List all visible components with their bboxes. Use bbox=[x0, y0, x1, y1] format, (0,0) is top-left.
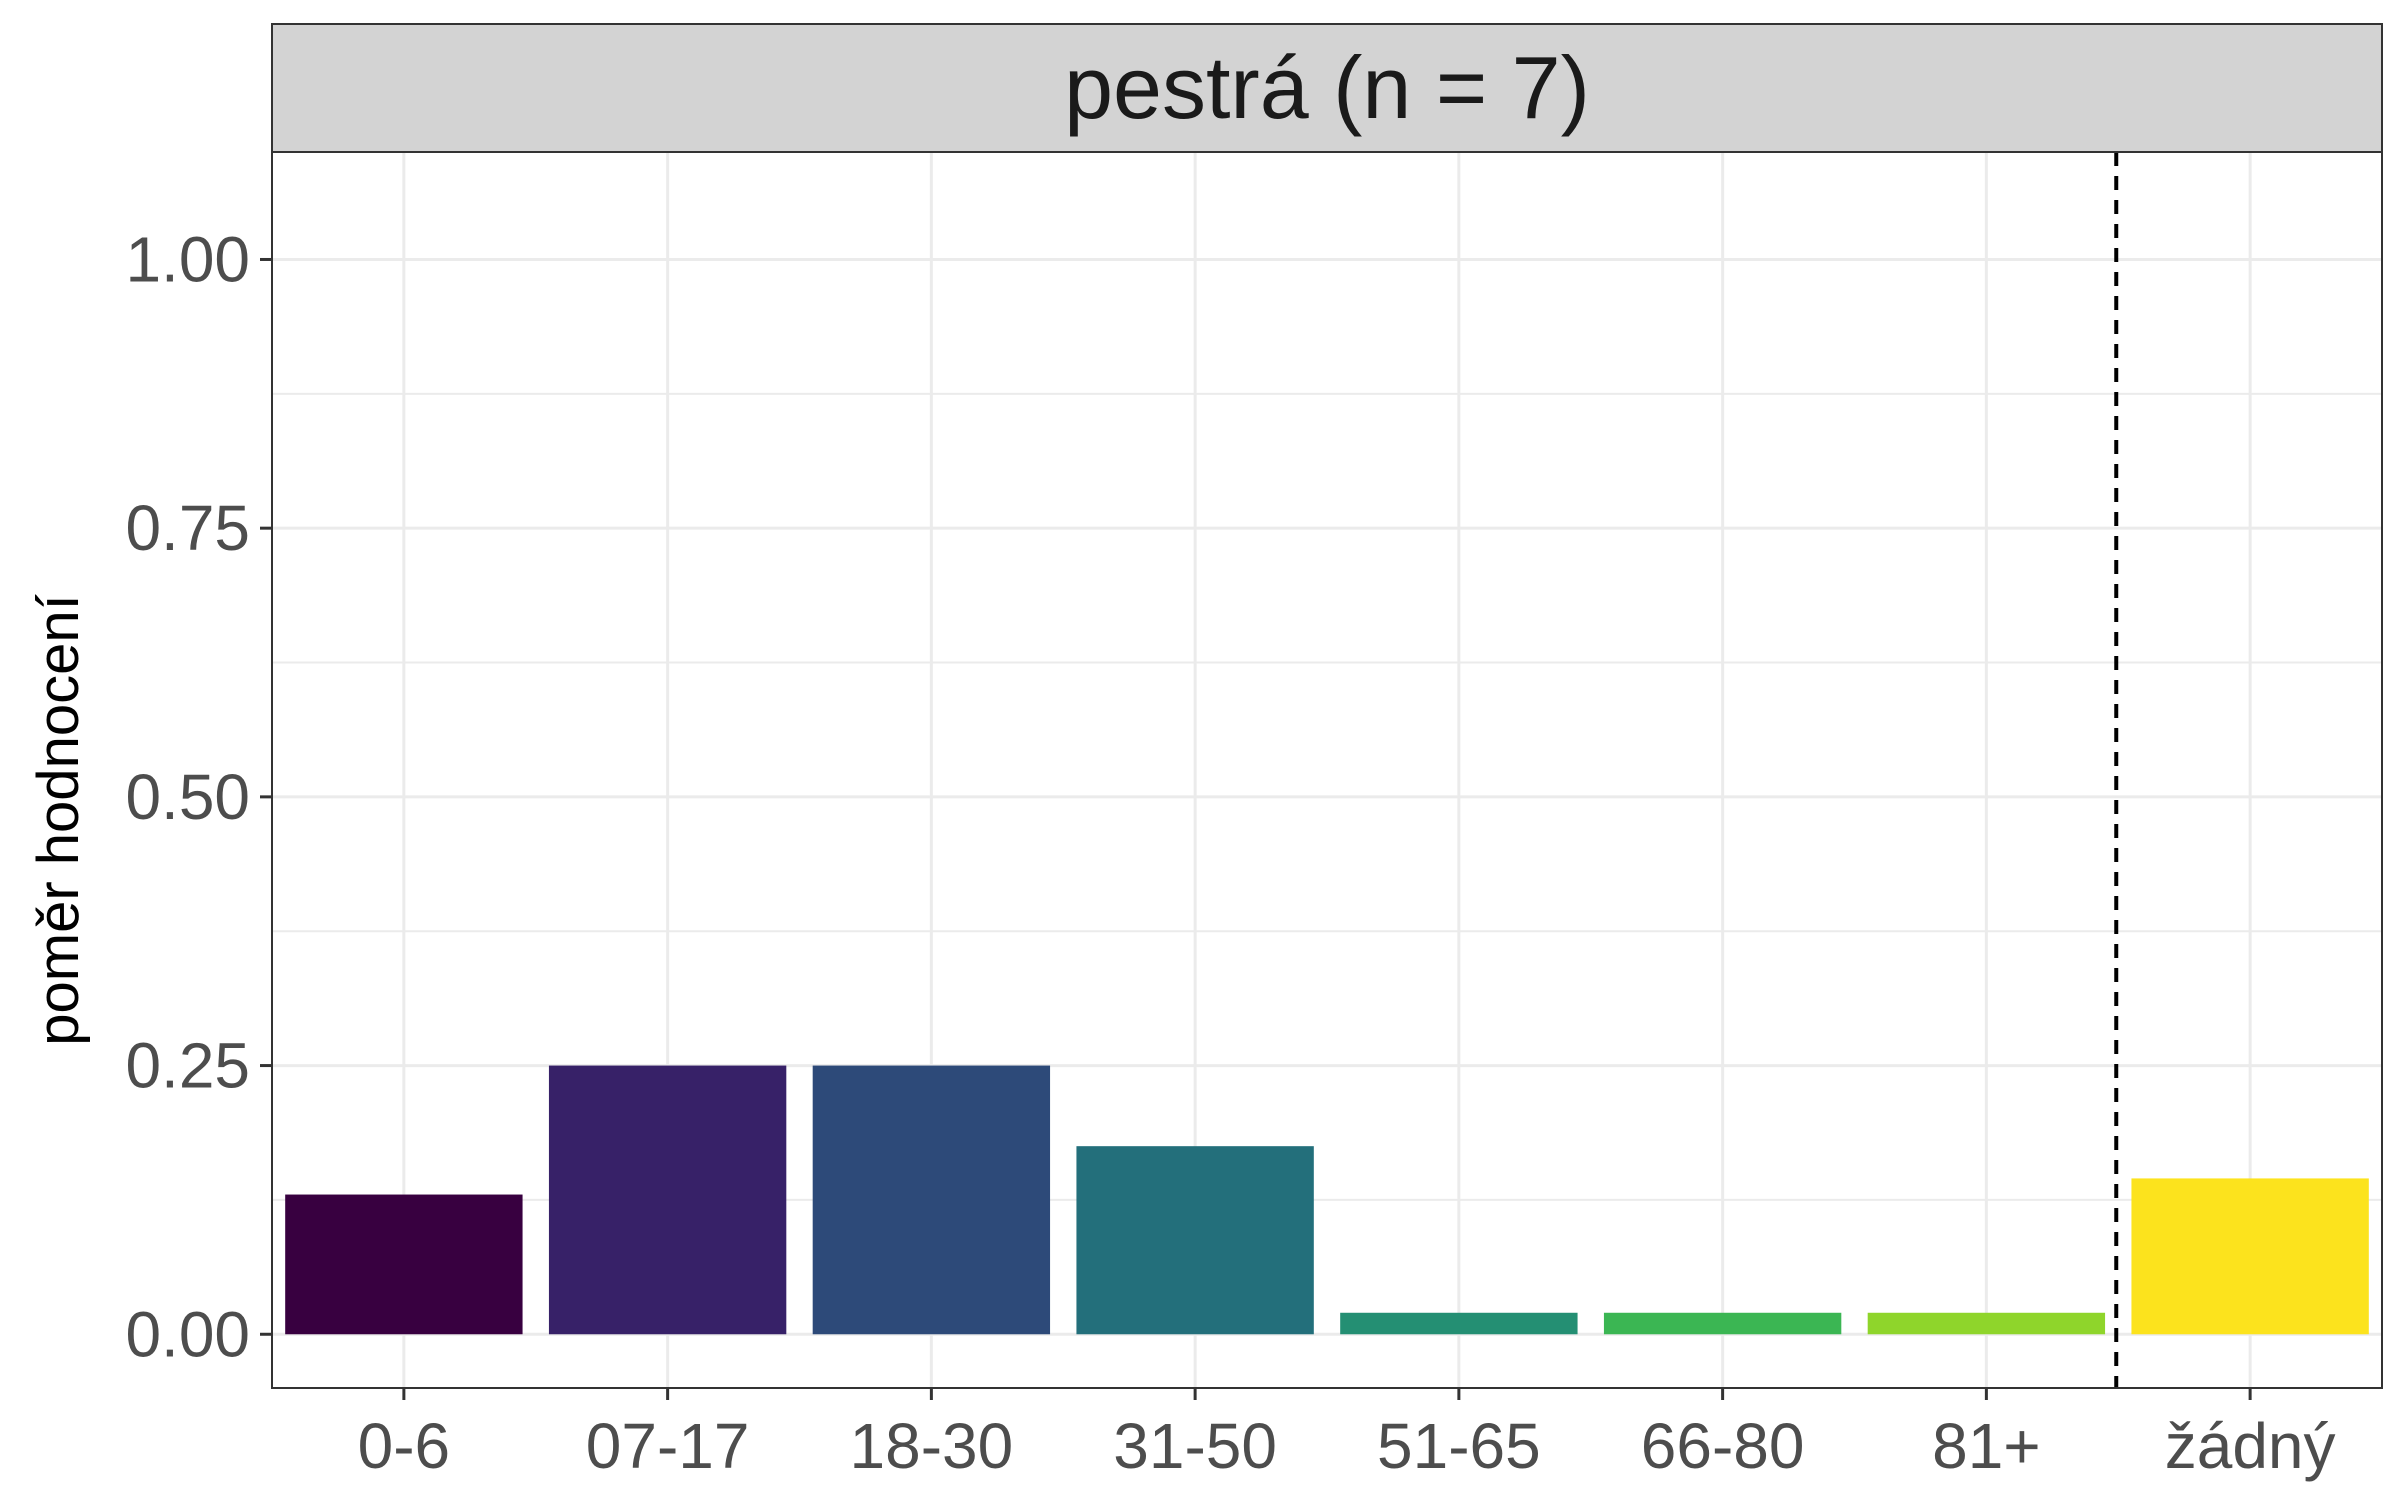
x-tick-label: 31-50 bbox=[1113, 1410, 1277, 1482]
bar-81+ bbox=[1867, 1312, 2106, 1335]
bar-07-17 bbox=[548, 1065, 787, 1335]
y-tick-label: 0.00 bbox=[125, 1298, 250, 1370]
bar-0-6 bbox=[285, 1194, 523, 1335]
y-tick-label: 0.50 bbox=[125, 761, 250, 833]
bars-layer bbox=[285, 1065, 2369, 1335]
x-tick-label: 51-65 bbox=[1377, 1410, 1541, 1482]
axis-layer: 0.00 0.25 0.50 0.75 1.00 0-6 07-17 18-30 31-50 51… bbox=[125, 223, 2335, 1482]
x-tick-label: žádný bbox=[2165, 1410, 2336, 1482]
bar-31-50 bbox=[1076, 1146, 1314, 1335]
bar-51-65 bbox=[1340, 1312, 1578, 1335]
y-tick-label: 1.00 bbox=[125, 223, 250, 295]
y-tick-label: 0.25 bbox=[125, 1030, 250, 1102]
bar-žádný bbox=[2131, 1178, 2369, 1335]
y-axis-title: poměr hodnocení bbox=[26, 594, 91, 1045]
y-tick-label: 0.75 bbox=[125, 492, 250, 564]
x-tick-label: 0-6 bbox=[358, 1410, 451, 1482]
facet-title: pestrá (n = 7) bbox=[1064, 38, 1590, 137]
x-tick-label: 81+ bbox=[1932, 1410, 2041, 1482]
x-tick-label: 07-17 bbox=[586, 1410, 750, 1482]
facet-strip bbox=[271, 23, 2383, 153]
bar-18-30 bbox=[812, 1065, 1051, 1335]
x-tick-label: 66-80 bbox=[1641, 1410, 1805, 1482]
x-tick-label: 18-30 bbox=[850, 1410, 1014, 1482]
bar-66-80 bbox=[1603, 1312, 1842, 1335]
